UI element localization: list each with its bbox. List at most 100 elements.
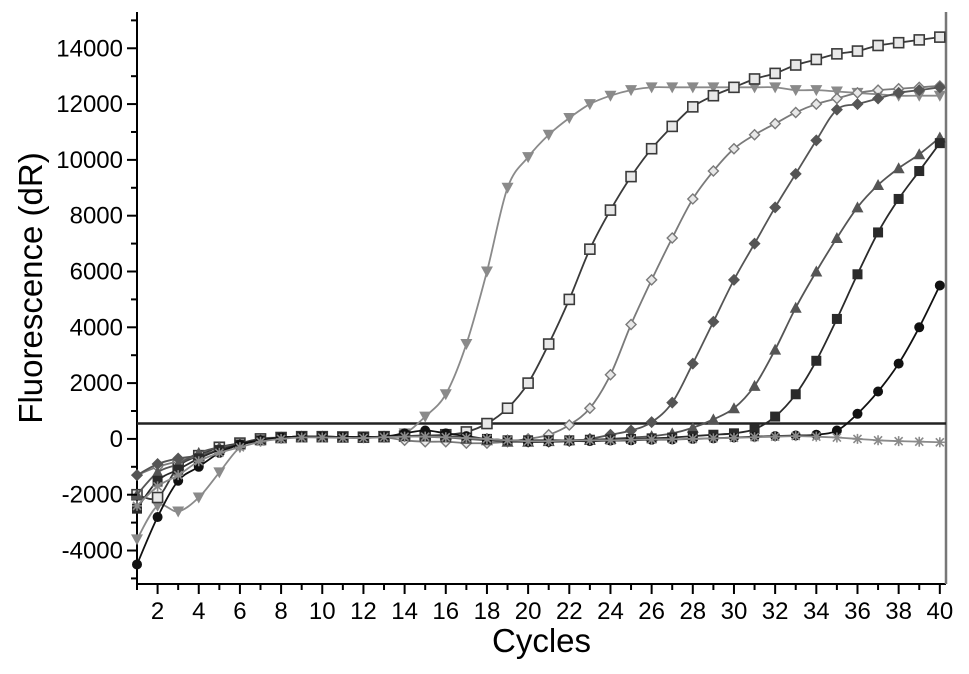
data-point	[892, 162, 905, 174]
x-tick-label: 36	[844, 598, 871, 625]
data-point	[748, 237, 761, 250]
data-point	[769, 201, 782, 214]
data-point	[583, 402, 596, 415]
series-line	[136, 285, 941, 565]
data-point	[831, 425, 842, 436]
data-point	[625, 424, 638, 437]
y-tick-label: -2000	[62, 482, 123, 509]
data-point	[151, 458, 164, 471]
data-point	[358, 433, 369, 444]
data-point	[173, 470, 184, 481]
data-point	[831, 48, 843, 60]
data-point	[543, 436, 554, 447]
data-point	[810, 265, 823, 277]
plot-frame	[136, 12, 948, 585]
data-point	[604, 368, 617, 381]
data-point	[810, 85, 823, 97]
data-point	[379, 432, 390, 443]
data-point	[460, 339, 473, 351]
series-line	[136, 435, 940, 507]
data-point	[913, 84, 926, 97]
data-point	[708, 433, 719, 444]
x-tick-label: 30	[721, 598, 748, 625]
data-point	[564, 435, 575, 446]
data-point	[317, 432, 328, 443]
series-7	[132, 280, 945, 570]
data-point	[769, 343, 782, 355]
y-tick-label: 10000	[56, 147, 123, 174]
data-point	[625, 170, 637, 183]
data-point	[831, 432, 842, 443]
x-tick-label: 32	[762, 598, 789, 625]
data-point	[914, 166, 925, 177]
series-line	[136, 86, 940, 540]
x-tick-label: 8	[274, 598, 287, 625]
data-point	[852, 269, 863, 280]
y-tick-label: 0	[110, 426, 123, 453]
data-point	[563, 293, 576, 306]
data-point	[132, 559, 142, 570]
x-tick-label: 16	[432, 598, 459, 625]
data-point	[645, 142, 658, 155]
data-point	[522, 377, 534, 389]
data-point	[749, 424, 760, 435]
data-point	[645, 82, 658, 94]
data-point	[789, 106, 802, 119]
data-point	[399, 431, 410, 442]
data-point	[727, 402, 740, 414]
data-point	[193, 456, 204, 467]
data-point	[666, 396, 679, 409]
data-point	[686, 357, 699, 370]
data-point	[934, 280, 945, 291]
data-point	[132, 500, 142, 511]
data-point	[151, 466, 164, 478]
data-point	[790, 389, 801, 400]
data-point	[830, 232, 843, 244]
data-point	[748, 128, 761, 141]
data-point	[913, 34, 926, 46]
x-tick-label: 12	[350, 598, 377, 625]
data-point	[789, 301, 802, 313]
data-point	[789, 59, 802, 71]
data-point	[151, 491, 164, 504]
data-point	[810, 98, 823, 111]
data-point	[707, 89, 720, 102]
x-tick-label: 6	[233, 598, 246, 625]
data-point	[501, 182, 514, 194]
data-point	[789, 85, 802, 97]
data-point	[667, 434, 678, 445]
data-point	[686, 82, 699, 94]
data-point	[831, 313, 842, 324]
data-point	[873, 435, 884, 446]
data-point	[749, 432, 760, 443]
data-point	[563, 418, 576, 431]
x-tick-label: 10	[309, 598, 336, 625]
data-point	[851, 86, 864, 99]
series-group	[131, 31, 946, 570]
data-point	[728, 432, 739, 443]
series-3	[131, 79, 946, 482]
data-point	[625, 85, 638, 97]
data-point	[173, 464, 184, 475]
series-1	[131, 82, 946, 546]
data-point	[563, 113, 576, 125]
data-point	[234, 442, 245, 453]
data-point	[914, 322, 925, 333]
data-point	[255, 436, 266, 447]
data-point	[584, 243, 596, 255]
data-point	[646, 434, 657, 445]
data-point	[686, 421, 699, 433]
data-point	[420, 425, 431, 436]
data-point	[687, 433, 698, 444]
x-tick-label: 26	[638, 598, 665, 625]
y-axis-label: Fluorescence (dR)	[12, 152, 49, 423]
data-point	[892, 36, 905, 49]
y-tick-label: -4000	[62, 538, 123, 565]
data-point	[893, 358, 904, 369]
data-point	[584, 435, 595, 446]
data-point	[933, 81, 946, 94]
data-point	[852, 408, 863, 419]
data-point	[933, 90, 946, 102]
data-point	[625, 318, 638, 331]
